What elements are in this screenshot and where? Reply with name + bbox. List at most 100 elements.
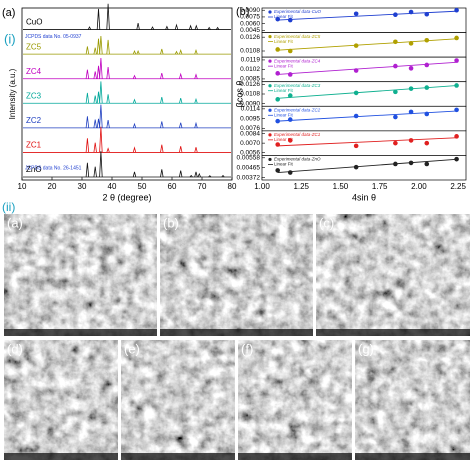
pattern-label: ZC2 xyxy=(26,116,42,125)
legend-entry: Experimental data-ZC1 xyxy=(274,132,321,137)
data-point xyxy=(393,114,398,120)
data-point xyxy=(287,138,293,143)
data-point xyxy=(424,140,430,146)
x-tick-label: 50 xyxy=(138,182,147,191)
sem-image xyxy=(238,340,352,460)
y-tick-label: 0.0108 xyxy=(240,48,260,55)
xrd-peak xyxy=(132,122,137,128)
sem-label: (e) xyxy=(124,341,140,356)
data-point xyxy=(424,37,430,43)
data-point xyxy=(275,97,280,102)
y-tick-label: 0.0090 xyxy=(240,100,260,107)
sem-info-bar xyxy=(238,453,352,460)
xrd-peak xyxy=(87,26,92,30)
xrd-peak xyxy=(194,49,198,55)
pattern-label: ZC4 xyxy=(26,67,42,76)
y-tick-label: 0.0114 xyxy=(241,106,261,113)
data-point xyxy=(454,83,459,88)
xrd-peak xyxy=(85,92,90,104)
x-tick-label: 2.00 xyxy=(411,182,427,191)
xrd-peak xyxy=(194,73,198,79)
xrd-peak xyxy=(96,65,101,79)
data-point xyxy=(353,113,359,119)
data-point xyxy=(275,142,280,147)
y-tick-label: 0.0090 xyxy=(240,7,260,14)
y-tick-label: 0.00558 xyxy=(237,154,261,161)
xrd-peak xyxy=(136,23,140,30)
y-tick-label: 0.0045 xyxy=(240,27,260,34)
data-point xyxy=(454,134,459,139)
data-point xyxy=(287,93,293,98)
panel-label: (ii) xyxy=(2,200,15,214)
xrd-peak xyxy=(85,116,90,128)
x-tick-label: 1.00 xyxy=(254,182,270,191)
xrd-peak xyxy=(189,174,193,178)
xrd-peak xyxy=(160,97,164,104)
x-tick-label: 1.50 xyxy=(333,182,349,191)
data-point xyxy=(408,9,414,15)
data-point xyxy=(424,62,430,68)
xrd-peak xyxy=(132,74,137,79)
xrd-peak xyxy=(106,67,110,79)
xrd-peak xyxy=(96,91,101,104)
legend-entry: Linear Fit xyxy=(274,137,294,142)
y-tick-label: 0.0056 xyxy=(240,149,260,156)
data-point xyxy=(408,86,414,91)
data-point xyxy=(287,17,293,23)
sem-image xyxy=(4,340,118,460)
data-point xyxy=(275,118,280,124)
xrd-peak xyxy=(174,23,179,30)
panel-label: (i) xyxy=(4,31,16,46)
xrd-peak xyxy=(99,126,103,153)
data-point xyxy=(275,16,280,22)
x-tick-label: 10 xyxy=(18,182,27,191)
y-tick-label: 0.0084 xyxy=(240,130,260,137)
xrd-peak xyxy=(85,162,90,178)
sem-label: (f) xyxy=(241,341,253,356)
data-point xyxy=(393,89,398,95)
panel-label: (b) xyxy=(236,6,249,18)
pattern-label: ZnO xyxy=(26,165,42,174)
x-tick-label: 70 xyxy=(198,182,207,191)
data-point xyxy=(275,168,280,173)
xrd-peak xyxy=(96,118,101,128)
legend-entry: Experimental data-CuO xyxy=(274,9,322,14)
xrd-peak xyxy=(99,151,103,178)
data-point xyxy=(454,107,459,113)
data-point xyxy=(424,111,430,117)
xrd-peak xyxy=(106,147,110,153)
xrd-peak xyxy=(179,49,183,55)
y-tick-label: 0.00465 xyxy=(237,164,261,171)
xrd-peak xyxy=(85,69,90,79)
legend-entry: Experimental data-ZC2 xyxy=(274,107,321,112)
y-tick-label: 0.0126 xyxy=(240,81,260,88)
xrd-peak xyxy=(179,146,183,153)
xrd-peak xyxy=(194,24,198,30)
sem-info-bar xyxy=(4,329,157,336)
xrd-peak xyxy=(188,24,193,30)
data-point xyxy=(287,48,293,54)
xrd-peak xyxy=(197,172,201,178)
sem-image xyxy=(355,340,470,460)
data-point xyxy=(408,160,414,166)
y-tick-label: 0.0076 xyxy=(240,125,260,132)
sem-info-bar xyxy=(355,453,470,460)
legend-marker xyxy=(268,108,272,112)
legend-marker xyxy=(268,84,272,88)
xrd-peak xyxy=(150,26,155,30)
xrd-peak xyxy=(194,171,198,178)
panel-label: (a) xyxy=(2,7,15,19)
xrd-peak xyxy=(106,3,110,30)
sem-label: (a) xyxy=(7,215,23,230)
legend-entry: Experimental data-ZnO xyxy=(274,157,321,162)
legend-marker xyxy=(268,10,272,14)
legend-marker xyxy=(268,133,272,137)
data-point xyxy=(408,109,414,115)
y-tick-label: 0.0085 xyxy=(240,76,260,83)
y-tick-label: 0.0126 xyxy=(240,34,260,41)
pattern-label: ZC5 xyxy=(26,42,42,51)
subplot-frame xyxy=(261,105,467,132)
xrd-peak xyxy=(96,38,101,55)
sem-label: (g) xyxy=(358,341,374,356)
xrd-peak xyxy=(106,94,110,104)
